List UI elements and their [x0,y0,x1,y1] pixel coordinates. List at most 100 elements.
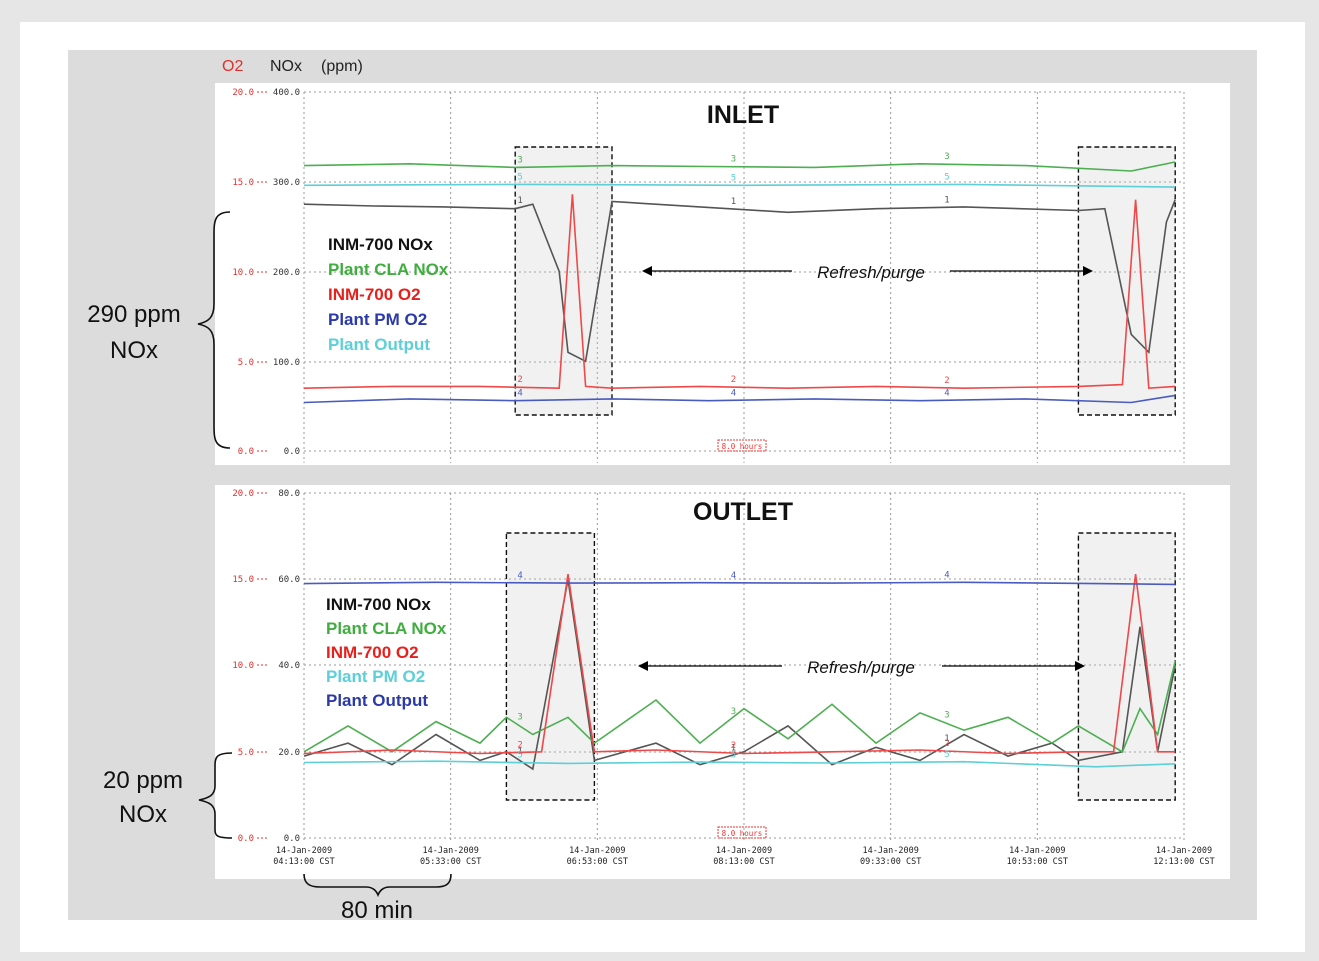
o2-tick-label: 0.0 [238,447,254,457]
series-line-4 [303,581,1176,586]
inlet-window-badge [717,439,767,452]
series-marker-2: 2 [731,375,736,385]
nox-tick-label: 100.0 [273,358,300,368]
legend-entry: INM-700 O2 [328,285,421,304]
o2-tick-label: 5.0 [238,748,254,758]
nox-tick-label: 80.0 [278,489,300,499]
outlet-chart: 20.0 15.0 10.0 5.0 0.0 80.0 60.0 40.0 20.0 0.0 1 1… [215,485,1230,879]
nox-tick-label: 60.0 [278,575,300,585]
inlet-y-ticks: 20.0 15.0 10.0 5.0 0.0 400.0 300.0 200.0 100.0 0.… [232,88,300,457]
nox-axis-header: NOx [270,58,302,75]
series-marker-4: 4 [517,389,522,399]
outlet-purge-arrowhead-left [638,661,648,671]
x-tick-date: 14-Jan-2009 [716,846,772,856]
series-marker-5: 5 [517,172,522,182]
legend-entry: INM-700 NOx [326,595,431,614]
outlet-purge-arrowhead-right [1075,661,1085,671]
outlet-brace-label-line1: 20 ppm [103,767,183,794]
series-marker-1: 1 [517,196,522,206]
inlet-brace-shape [197,211,231,449]
o2-tick-label: 15.0 [232,575,254,585]
series-marker-4: 4 [944,388,949,398]
x-tick-time: 05:33:00 CST [420,857,481,867]
x-tick-time: 04:13:00 CST [273,857,334,867]
outlet-y-ticks: 20.0 15.0 10.0 5.0 0.0 80.0 60.0 40.0 20.0 0.0 [232,489,300,844]
outlet-brace-label-line2: NOx [119,801,167,828]
series-line-2 [303,573,1176,755]
inlet-purge-arrowhead-right [1083,266,1093,276]
inlet-purge-arrowhead-left [642,266,652,276]
o2-tick-label: 0.0 [238,834,254,844]
series-marker-5: 5 [517,751,522,761]
series-marker-5: 5 [731,173,736,183]
inlet-brace-label-line2: NOx [110,337,158,364]
outlet-range-brace: 20 ppm NOx [103,752,233,839]
outlet-purge-label: Refresh/purge [807,658,915,677]
legend-entry: Plant Output [326,691,428,710]
series-line-5 [303,183,1176,188]
legend-entry: Plant PM O2 [328,310,427,329]
o2-tick-label: 5.0 [238,358,254,368]
series-marker-4: 4 [731,388,736,398]
inlet-purge-annotation: Refresh/purge [642,263,1093,282]
o2-axis-header: O2 [222,58,243,75]
x-tick-date: 14-Jan-2009 [276,846,332,856]
outlet-window-badge [717,826,767,839]
series-marker-3: 3 [517,712,522,722]
inlet-chart: 20.0 15.0 10.0 5.0 0.0 400.0 300.0 200.0 100.0 0.… [215,83,1230,465]
series-marker-3: 3 [944,710,949,720]
inlet-grid [303,91,1185,463]
x-tick-time: 09:33:00 CST [860,857,921,867]
time-brace-label: 80 min [341,897,413,924]
legend-entry: Plant PM O2 [326,667,425,686]
outlet-title: OUTLET [693,498,793,526]
legend-entry: Plant Output [328,335,430,354]
series-line-1 [303,579,1176,771]
outlet-purge-windows [505,532,1176,801]
series-marker-2: 2 [944,739,949,749]
series-marker-4: 4 [944,570,949,580]
nox-tick-label: 400.0 [273,88,300,98]
x-tick-date: 14-Jan-2009 [1156,846,1212,856]
series-line-1 [303,199,1176,363]
x-tick-time: 10:53:00 CST [1007,857,1068,867]
series-line-5 [303,760,1176,768]
series-marker-3: 3 [944,152,949,162]
series-line-2 [303,194,1176,390]
purge-window-box [514,146,613,416]
o2-tick-label: 20.0 [232,489,254,499]
x-tick-time: 12:13:00 CST [1153,857,1214,867]
time-brace-shape [303,873,452,898]
o2-tick-label: 10.0 [232,268,254,278]
x-tick-date: 14-Jan-2009 [863,846,919,856]
series-marker-3: 3 [517,155,522,165]
series-line-3 [303,161,1176,172]
series-marker-3: 3 [731,155,736,165]
series-marker-4: 4 [731,571,736,581]
inlet-title: INLET [707,101,779,129]
outlet-window-label: 8.0 hours [722,829,763,838]
o2-tick-label: 15.0 [232,178,254,188]
series-marker-5: 5 [944,750,949,760]
nox-tick-label: 0.0 [284,447,300,457]
nox-tick-label: 300.0 [273,178,300,188]
inlet-series: 1 1 1 3 3 3 2 2 2 4 4 4 5 5 5 [303,152,1176,404]
outlet-brace-shape [198,752,233,839]
inlet-purge-windows [514,146,1176,416]
series-marker-2: 2 [517,375,522,385]
outlet-purge-annotation: Refresh/purge [638,658,1085,677]
series-marker-1: 1 [731,197,736,207]
series-marker-2: 2 [944,376,949,386]
nox-tick-label: 200.0 [273,268,300,278]
series-line-3 [303,661,1176,753]
series-marker-2: 2 [517,740,522,750]
inlet-brace-label-line1: 290 ppm [87,301,180,328]
series-marker-5: 5 [944,173,949,183]
unit-header: (ppm) [321,58,363,75]
inlet-legend: INM-700 NOx Plant CLA NOx INM-700 O2 Plant … [328,235,449,354]
series-marker-5: 5 [731,750,736,760]
o2-tick-label: 10.0 [232,661,254,671]
